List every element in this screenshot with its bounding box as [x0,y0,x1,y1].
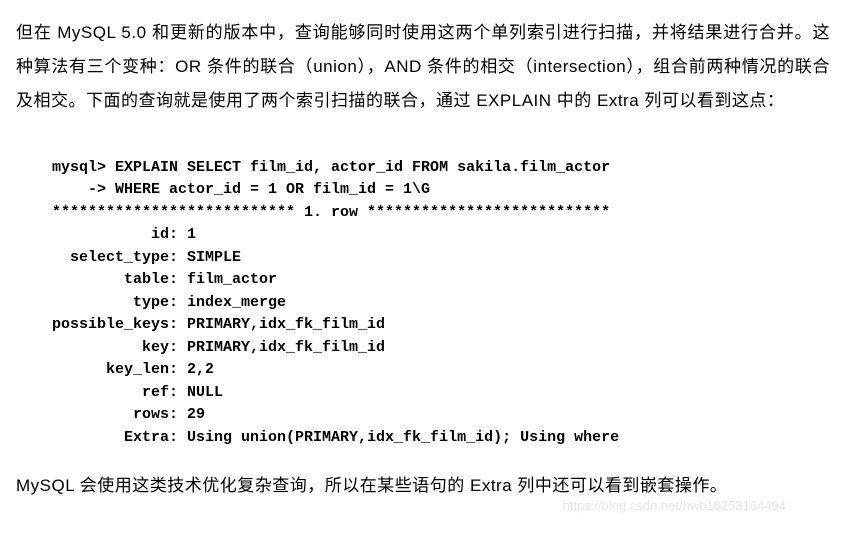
code-line: Extra: Using union(PRIMARY,idx_fk_film_i… [52,429,619,446]
code-line: *************************** 1. row *****… [52,204,610,221]
intro-paragraph: 但在 MySQL 5.0 和更新的版本中，查询能够同时使用这两个单列索引进行扫描… [16,16,830,118]
code-line: rows: 29 [52,406,205,423]
code-line: ref: NULL [52,384,223,401]
code-line: -> WHERE actor_id = 1 OR film_id = 1\G [52,181,430,198]
code-line: possible_keys: PRIMARY,idx_fk_film_id [52,316,385,333]
code-block: mysql> EXPLAIN SELECT film_id, actor_id … [52,134,830,449]
code-line: table: film_actor [52,271,277,288]
code-line: key_len: 2,2 [52,361,214,378]
code-line: mysql> EXPLAIN SELECT film_id, actor_id … [52,159,610,176]
code-line: type: index_merge [52,294,286,311]
code-line: select_type: SIMPLE [52,249,241,266]
code-line: id: 1 [52,226,196,243]
watermark-text: https://blog.csdn.net/hwb18253164494 [563,498,786,513]
code-line: key: PRIMARY,idx_fk_film_id [52,339,385,356]
